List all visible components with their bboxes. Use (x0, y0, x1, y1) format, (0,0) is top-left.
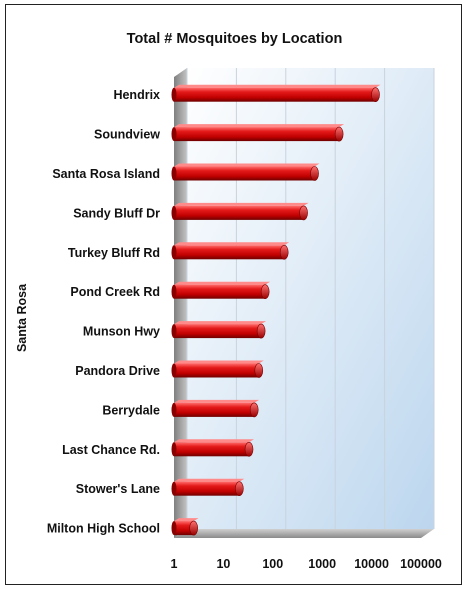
x-tick-label: 100000 (400, 557, 442, 571)
category-label: Last Chance Rd. (62, 443, 160, 457)
bar (171, 84, 381, 102)
category-label: Soundview (94, 128, 160, 142)
x-tick-label: 100 (262, 557, 283, 571)
category-label: Stower's Lane (76, 482, 160, 496)
bar (171, 202, 309, 221)
category-label: Turkey Bluff Rd (68, 246, 160, 260)
category-label: Milton High School (47, 522, 160, 536)
category-label: Berrydale (102, 403, 160, 417)
bar (171, 439, 255, 457)
category-label: Pond Creek Rd (70, 285, 160, 299)
floor (174, 529, 434, 538)
bar (171, 399, 260, 418)
left-wall (174, 68, 187, 538)
x-tick-label: 10000 (354, 557, 389, 571)
bar (171, 518, 199, 536)
bar (171, 242, 290, 260)
chart-title: Total # Mosquitoes by Location (126, 31, 343, 47)
category-label: Munson Hwy (83, 325, 160, 339)
category-label: Pandora Drive (75, 364, 160, 378)
category-label: Sandy Bluff Dr (73, 206, 160, 220)
x-tick-label: 1000 (308, 557, 336, 571)
bar (171, 163, 320, 181)
bar (171, 321, 267, 339)
bar (171, 281, 271, 300)
bar (171, 360, 264, 378)
bar (171, 478, 245, 497)
x-tick-label: 1 (171, 557, 178, 571)
bar (171, 124, 345, 142)
x-tick-label: 10 (216, 557, 230, 571)
category-label: Santa Rosa Island (52, 167, 160, 181)
category-label: Hendrix (113, 88, 160, 102)
